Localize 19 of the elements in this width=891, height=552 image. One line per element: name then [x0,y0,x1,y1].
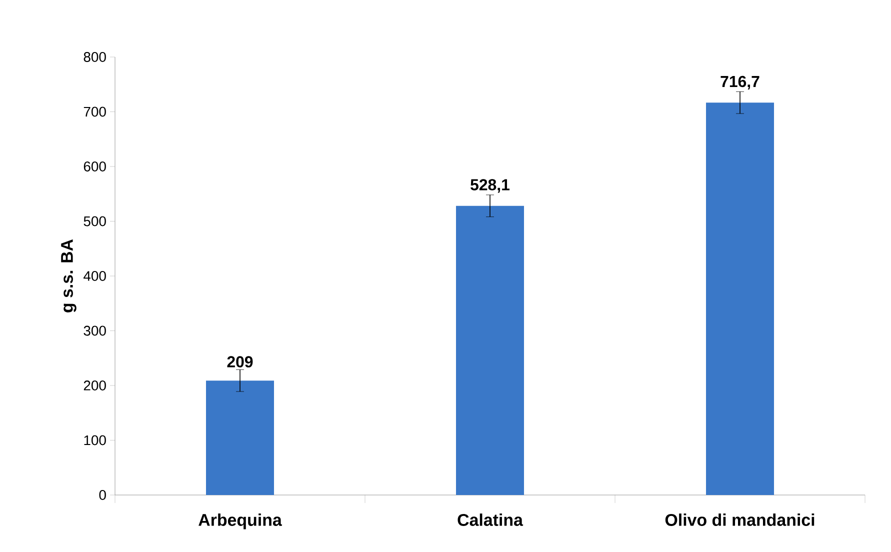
y-axis-title: g s.s. BA [61,239,76,312]
y-tick-label: 200 [84,380,106,390]
y-tick-label: 700 [84,106,106,117]
y-tick-label: 100 [84,435,106,446]
data-label: 528,1 [470,179,510,193]
x-tick-label: Arbequina [198,514,282,530]
y-tick-label: 0 [99,490,106,500]
y-tick-label: 400 [84,271,106,281]
data-label: 209 [227,356,253,368]
x-tick-label: Calatina [458,514,524,526]
data-label: 716,7 [720,76,760,90]
bar [706,102,774,495]
y-tick-label: 300 [84,326,106,336]
y-tick-label: 800 [84,52,106,62]
x-tick-label: Olivo di mandanici [665,514,814,526]
y-tick-label: 600 [84,162,106,172]
y-tick-label: 500 [84,216,106,226]
bar [206,380,274,495]
bar [456,206,524,495]
